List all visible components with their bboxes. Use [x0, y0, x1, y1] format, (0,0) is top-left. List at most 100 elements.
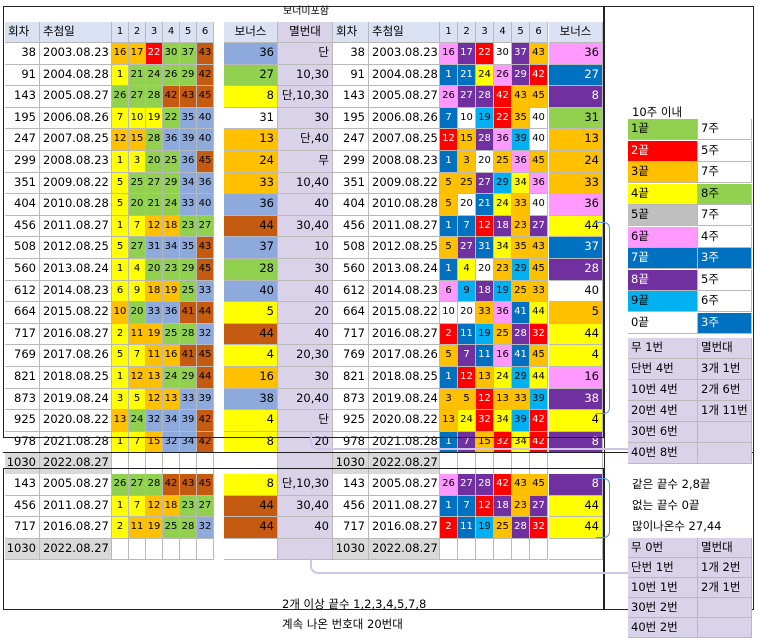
main-number-cell[interactable]: 10	[112, 302, 129, 324]
sub-number-cell[interactable]: 43	[180, 474, 197, 496]
main-number-cell[interactable]: 5	[112, 237, 129, 259]
main-right-bonus-cell[interactable]: 13	[549, 129, 603, 151]
main-right-number-cell[interactable]: 4	[458, 259, 476, 281]
main-right-number-cell[interactable]: 12	[476, 388, 494, 411]
main-number-cell[interactable]: 1	[112, 215, 129, 238]
main-right-number-cell[interactable]: 36	[530, 172, 548, 195]
main-round-cell[interactable]: 299	[5, 151, 40, 173]
main-right-bonus-cell[interactable]: 37	[549, 237, 603, 259]
legend-item-weeks[interactable]: 4주	[698, 226, 752, 248]
main-number-cell[interactable]: 27	[197, 215, 214, 238]
main-number-cell[interactable]: 24	[163, 367, 180, 389]
sub-right-number-cell[interactable]: 1	[440, 495, 458, 518]
main-right-number-cell[interactable]: 29	[512, 367, 530, 389]
stats-cell[interactable]	[698, 422, 752, 443]
main-number-cell[interactable]: 11	[146, 345, 163, 367]
stats2-header[interactable]: 멸번대	[698, 538, 752, 558]
main-right-number-cell[interactable]: 21	[476, 194, 494, 216]
main-number-cell[interactable]: 5	[112, 194, 129, 216]
main-right-number-cell[interactable]: 26	[440, 86, 458, 108]
main-gap-cell[interactable]: 10,30	[278, 64, 333, 87]
header-right-number[interactable]: 6	[530, 22, 548, 43]
main-number-cell[interactable]: 28	[180, 323, 197, 346]
main-gap-cell[interactable]: 30,40	[278, 215, 333, 238]
main-number-cell[interactable]: 15	[129, 129, 146, 151]
header-number[interactable]: 5	[180, 22, 197, 43]
main-right-bonus-cell[interactable]: 16	[549, 367, 603, 389]
main-right-date-cell[interactable]: 2012.08.25	[369, 237, 440, 259]
main-right-date-cell[interactable]: 2006.08.26	[369, 107, 440, 130]
main-right-bonus-cell[interactable]: 33	[549, 172, 603, 195]
sub-right-number-cell[interactable]: 28	[512, 517, 530, 539]
main-number-cell[interactable]: 24	[129, 410, 146, 432]
main-right-number-cell[interactable]: 44	[530, 367, 548, 389]
stats2-cell[interactable]: 단번 1번	[628, 558, 698, 578]
stats2-cell[interactable]	[698, 598, 752, 618]
main-right-bonus-cell[interactable]: 8	[549, 86, 603, 108]
main-date-cell[interactable]: 2022.08.27	[40, 453, 112, 475]
main-number-cell[interactable]: 5	[129, 388, 146, 411]
main-number-cell[interactable]: 4	[129, 259, 146, 281]
main-round-cell[interactable]: 925	[5, 410, 40, 432]
sub-right-round-cell[interactable]: 456	[333, 495, 369, 518]
main-date-cell[interactable]: 2007.08.25	[40, 129, 112, 151]
main-number-cell[interactable]: 1	[112, 151, 129, 173]
main-gap-cell[interactable]: 10	[278, 237, 333, 259]
main-number-cell[interactable]: 27	[129, 237, 146, 259]
main-right-number-cell[interactable]: 42	[494, 86, 512, 108]
main-right-number-cell[interactable]: 20	[476, 151, 494, 173]
header-date[interactable]: 추첨일	[40, 22, 112, 43]
main-right-round-cell[interactable]: 299	[333, 151, 369, 173]
main-right-number-cell[interactable]: 45	[530, 345, 548, 367]
main-right-date-cell[interactable]: 2009.08.22	[369, 172, 440, 195]
main-gap-cell[interactable]: 20	[278, 302, 333, 324]
main-round-cell[interactable]: 560	[5, 259, 40, 281]
main-number-cell[interactable]: 25	[129, 172, 146, 195]
sub-right-date-cell[interactable]: 2022.08.27	[369, 538, 440, 561]
main-bonus-cell[interactable]: 33	[224, 172, 278, 195]
main-number-cell[interactable]: 28	[146, 129, 163, 151]
main-right-number-cell[interactable]: 18	[494, 215, 512, 238]
main-gap-cell[interactable]: 40	[278, 194, 333, 216]
main-right-round-cell[interactable]: 38	[333, 43, 369, 65]
sub-gap-cell[interactable]: 40	[278, 517, 333, 539]
main-right-number-cell[interactable]: 41	[512, 345, 530, 367]
main-right-bonus-cell[interactable]: 36	[549, 43, 603, 65]
main-right-bonus-cell[interactable]: 44	[549, 215, 603, 238]
main-right-number-cell[interactable]: 23	[494, 259, 512, 281]
main-number-cell[interactable]: 36	[197, 172, 214, 195]
main-right-bonus-cell[interactable]: 4	[549, 410, 603, 432]
header-number[interactable]: 3	[146, 22, 163, 43]
main-number-cell[interactable]: 23	[163, 259, 180, 281]
main-right-number-cell[interactable]: 5	[458, 388, 476, 411]
main-date-cell[interactable]: 2016.08.27	[40, 323, 112, 346]
main-number-cell[interactable]: 9	[129, 280, 146, 303]
legend-item-weeks[interactable]: 7주	[698, 205, 752, 226]
main-gap-cell[interactable]: 단	[278, 410, 333, 432]
main-right-number-cell[interactable]: 7	[440, 107, 458, 130]
main-gap-cell[interactable]: 40	[278, 280, 333, 303]
main-round-cell[interactable]: 1030	[5, 453, 40, 475]
main-right-number-cell[interactable]: 41	[512, 302, 530, 324]
stats-header[interactable]: 무 1번	[628, 338, 698, 359]
main-number-cell[interactable]: 16	[112, 43, 129, 65]
sub-number-cell[interactable]: 25	[163, 517, 180, 539]
main-right-number-cell[interactable]: 29	[494, 172, 512, 195]
main-number-cell[interactable]: 27	[129, 86, 146, 108]
main-right-number-cell[interactable]: 34	[494, 410, 512, 432]
main-right-number-cell[interactable]: 12	[458, 367, 476, 389]
main-right-number-cell[interactable]: 25	[494, 323, 512, 346]
main-right-number-cell[interactable]: 12	[440, 129, 458, 151]
main-right-number-cell[interactable]: 26	[494, 64, 512, 87]
main-bonus-cell[interactable]: 27	[224, 64, 278, 87]
main-right-number-cell[interactable]: 24	[458, 410, 476, 432]
main-number-cell[interactable]: 32	[197, 323, 214, 346]
sub-right-number-cell[interactable]	[440, 538, 458, 561]
main-round-cell[interactable]: 195	[5, 107, 40, 130]
main-number-cell[interactable]: 20	[146, 151, 163, 173]
main-right-date-cell[interactable]: 2020.08.22	[369, 410, 440, 432]
main-round-cell[interactable]: 612	[5, 280, 40, 303]
main-gap-cell[interactable]: 무	[278, 151, 333, 173]
main-right-number-cell[interactable]: 11	[476, 345, 494, 367]
main-round-cell[interactable]: 404	[5, 194, 40, 216]
